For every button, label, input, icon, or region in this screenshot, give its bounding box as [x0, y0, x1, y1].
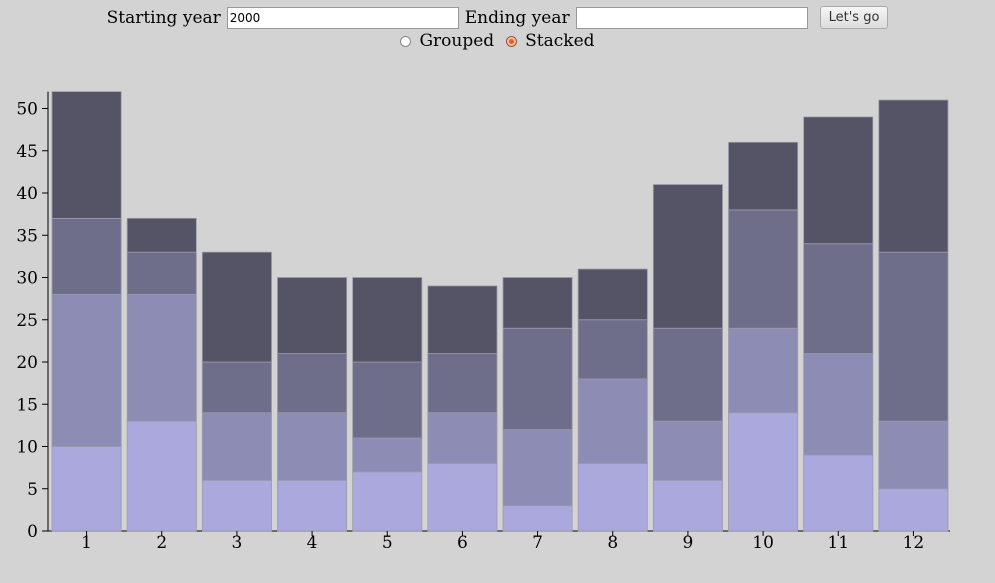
x-tick-label: 7	[532, 533, 543, 553]
bar-segment	[352, 437, 423, 473]
bar-segment	[652, 479, 723, 532]
stacked-label: Stacked	[525, 31, 595, 51]
x-tick-label: 4	[307, 533, 318, 553]
bar-segment	[878, 420, 949, 490]
y-tick-label: 40	[16, 184, 38, 204]
x-tick-label: 6	[457, 533, 468, 553]
bar-segment	[126, 251, 197, 295]
bar-segment	[502, 327, 573, 431]
starting-year-label: Starting year	[106, 7, 221, 28]
bar-segment	[277, 353, 348, 414]
bar-segment	[352, 471, 423, 532]
x-tick-label: 2	[156, 533, 167, 553]
bar-segment	[277, 479, 348, 532]
bar-segment	[652, 420, 723, 481]
y-tick-label: 25	[16, 311, 38, 331]
bar-segment	[728, 327, 799, 414]
bar-segment	[878, 99, 949, 253]
bar-segment	[878, 251, 949, 422]
y-tick-label: 0	[27, 522, 38, 542]
bar-segment	[803, 454, 874, 532]
y-tick-label: 15	[16, 395, 38, 415]
bar-segment	[427, 353, 498, 414]
bar-segment	[652, 184, 723, 329]
bar-segment	[201, 361, 272, 414]
bar-segment	[126, 420, 197, 532]
bar-segment	[126, 217, 197, 253]
bar-segment	[652, 327, 723, 422]
x-tick-label: 8	[607, 533, 618, 553]
bar-segment	[427, 462, 498, 532]
bar-segment	[201, 251, 272, 363]
y-tick-label: 35	[16, 226, 38, 246]
ending-year-label: Ending year	[464, 7, 570, 28]
bar-segment	[277, 277, 348, 354]
mode-controls: Grouped Stacked	[0, 31, 995, 51]
ending-year-input[interactable]	[575, 6, 808, 29]
y-tick-label: 30	[16, 269, 38, 289]
bar-segment	[51, 217, 122, 295]
y-tick-label: 5	[27, 480, 38, 500]
x-tick-label: 9	[683, 533, 694, 553]
x-tick-label: 10	[752, 533, 774, 553]
bar-segment	[502, 429, 573, 507]
bar-segment	[728, 141, 799, 211]
bar-segment	[577, 378, 648, 464]
bar-segment	[352, 361, 423, 439]
x-tick-label: 12	[903, 533, 925, 553]
bar-segment	[728, 209, 799, 329]
bar-segment	[51, 293, 122, 447]
bar-segment	[577, 319, 648, 380]
x-tick-label: 3	[232, 533, 243, 553]
bar-segment	[502, 277, 573, 329]
bar-segment	[803, 243, 874, 354]
bar-segment	[51, 446, 122, 532]
bar-segment	[352, 277, 423, 363]
stacked-radio[interactable]	[506, 35, 518, 47]
y-tick-label: 50	[16, 100, 38, 120]
bar-segment	[427, 412, 498, 464]
x-tick-label: 11	[827, 533, 849, 553]
bar-segment	[803, 353, 874, 456]
bar-segment	[803, 116, 874, 245]
bar-segment	[201, 412, 272, 481]
bar-segment	[201, 479, 272, 532]
y-tick-label: 10	[16, 438, 38, 458]
x-tick-label: 1	[81, 533, 92, 553]
lets-go-button[interactable]: Let's go	[819, 6, 889, 29]
bar-segment	[126, 293, 197, 422]
grouped-label: Grouped	[419, 31, 495, 51]
bar-segment	[277, 412, 348, 481]
starting-year-input[interactable]	[226, 6, 459, 29]
y-tick-label: 45	[16, 142, 38, 162]
bar-segment	[51, 91, 122, 219]
bar-segment	[577, 268, 648, 321]
grouped-radio[interactable]	[400, 35, 412, 47]
bar-segment	[427, 285, 498, 354]
y-tick-label: 20	[16, 353, 38, 373]
bar-segment	[502, 505, 573, 532]
year-controls: Starting year Ending year Let's go	[0, 6, 995, 29]
bar-segment	[728, 412, 799, 532]
x-tick-label: 5	[382, 533, 393, 553]
bar-segment	[577, 462, 648, 532]
bar-segment	[878, 488, 949, 532]
grouped-option[interactable]: Grouped	[394, 31, 494, 51]
stacked-option[interactable]: Stacked	[500, 31, 595, 51]
